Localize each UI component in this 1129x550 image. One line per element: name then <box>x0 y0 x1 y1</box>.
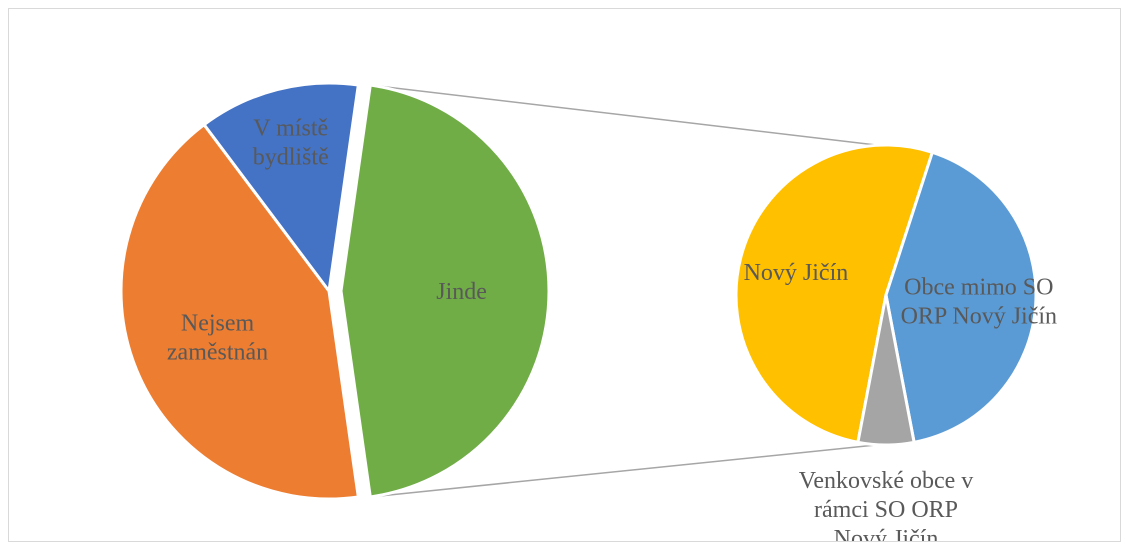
primary-label-nejsem-zamestnan: Nejsem zaměstnán <box>167 311 268 366</box>
connector-lines <box>370 84 879 498</box>
secondary-label-novy-jicin: Nový Jičín <box>744 260 849 286</box>
secondary-pie <box>734 143 1038 447</box>
connector-line-bottom <box>370 444 879 498</box>
secondary-label-obce-mimo-so-orp-novy-jicin: Obce mimo SO ORP Nový Jičín <box>901 274 1057 329</box>
primary-label-v-miste-bydliste: V místě bydliště <box>253 115 329 170</box>
primary-slice-nejsem-zamestnan <box>119 123 360 501</box>
connector-line-top <box>370 84 879 146</box>
pie-of-pie-chart: Nejsem zaměstnán V místě bydliště Jinde Nový … <box>119 81 1057 542</box>
primary-pie <box>119 81 551 501</box>
primary-label-jinde: Jinde <box>436 279 487 305</box>
primary-slice-jinde <box>339 83 551 499</box>
data-labels: Nejsem zaměstnán V místě bydliště Jinde Nový … <box>167 115 1057 542</box>
secondary-slice-obce-mimo-so-orp-novy-jicin <box>884 150 1038 444</box>
chart-area: Nejsem zaměstnán V místě bydliště Jinde Nový … <box>8 8 1121 542</box>
secondary-slice-novy-jicin <box>734 143 934 444</box>
secondary-slice-venkovske-obce-v-ramci-so-orp-novy-jicin <box>856 293 916 447</box>
primary-slice-v-miste-bydliste <box>202 81 360 293</box>
secondary-label-venkovske-obce-v-ramci-so-orp-novy-jicin: Venkovské obce v rámci SO ORP Nový Jičín <box>799 468 974 542</box>
